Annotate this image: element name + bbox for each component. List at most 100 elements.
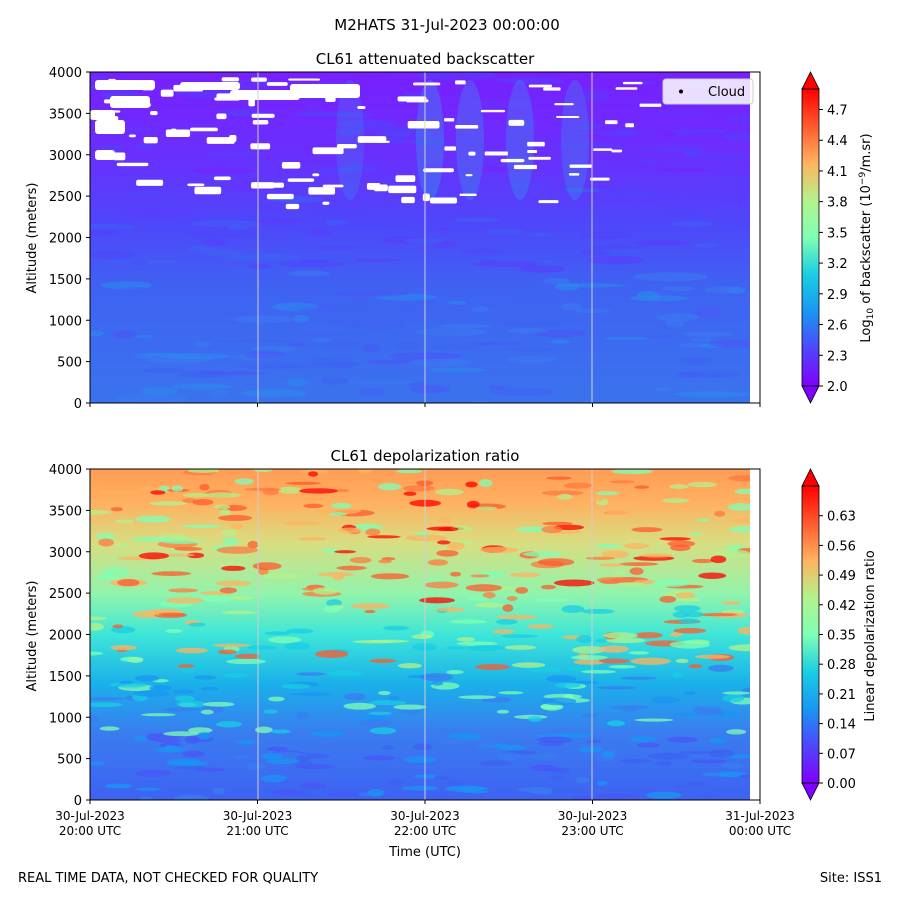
gap-cell xyxy=(625,123,635,128)
gap-cell xyxy=(116,162,149,167)
depolarization-cell xyxy=(349,557,372,564)
depolarization-cell xyxy=(171,485,184,492)
depolarization-cell xyxy=(133,735,147,741)
depolarization-cell xyxy=(709,737,727,744)
backscatter-cell xyxy=(702,174,750,182)
gap-cell xyxy=(251,77,267,82)
backscatter-cell xyxy=(238,363,314,370)
depolarization-cell xyxy=(204,492,241,498)
depolarization-cell xyxy=(120,656,144,662)
colorbar-extend-min xyxy=(801,385,820,404)
gap-cell xyxy=(230,90,300,100)
gap-cell xyxy=(455,125,479,129)
depolarization-cell xyxy=(260,774,288,783)
depolarization-cell xyxy=(403,491,417,496)
depolarization-cell xyxy=(578,746,604,753)
depolarization-cell xyxy=(662,498,690,504)
backscatter-cell xyxy=(691,371,742,378)
backscatter-cell xyxy=(113,330,138,340)
depolarization-cell xyxy=(344,693,367,701)
depolarization-cell xyxy=(357,719,393,728)
depolarization-cell xyxy=(286,628,314,634)
backscatter-cell xyxy=(305,103,325,113)
depolarization-cell xyxy=(542,521,573,526)
gap-cell xyxy=(221,77,240,82)
depolarization-cell xyxy=(684,611,704,618)
depolarization-cell xyxy=(511,662,546,668)
backscatter-cell xyxy=(310,228,332,237)
gap-cell xyxy=(538,200,559,204)
gap-cell xyxy=(412,82,441,86)
backscatter-cell xyxy=(588,255,645,265)
backscatter-colorbar: 2.0 2.3 2.6 2.9 3.2 3.5 3.8 4.1 4.4 4.7 Log10 of … xyxy=(801,71,876,404)
backscatter-cell xyxy=(328,362,358,368)
depolarization-cell xyxy=(216,546,259,554)
depolarization-cell xyxy=(104,567,128,573)
legend-label: Cloud xyxy=(708,85,745,100)
cb-label-log: Log xyxy=(859,319,874,342)
gap-cell xyxy=(150,110,158,116)
depolarization-cell xyxy=(181,524,222,528)
depolarization-cell xyxy=(90,761,106,766)
depolarization-cell xyxy=(115,542,130,547)
backscatter-y-label: Altitude (meters) xyxy=(25,183,40,294)
depolarization-cell xyxy=(308,471,319,477)
depolarization-cell xyxy=(492,629,515,634)
backscatter-cell xyxy=(350,72,392,78)
depolarization-cell xyxy=(226,658,266,665)
backscatter-cell xyxy=(207,249,243,257)
depolarization-cell xyxy=(255,726,273,734)
depolarization-cell xyxy=(556,493,573,500)
depolarization-cell xyxy=(135,675,160,682)
depolarization-cell xyxy=(655,760,672,766)
depolarization-cell xyxy=(163,745,178,751)
depolarization-cell xyxy=(608,665,636,669)
colorbar-tick-label: 0.14 xyxy=(827,718,856,733)
backscatter-cell xyxy=(103,259,179,264)
depolarization-cell xyxy=(634,485,650,489)
depolarization-cell xyxy=(585,556,616,560)
depolarization-cell xyxy=(268,636,302,644)
gap-cell xyxy=(554,103,574,106)
depolarization-cell xyxy=(672,671,683,678)
depolarization-cell xyxy=(630,657,671,665)
depolarization-cell xyxy=(496,614,537,620)
depolarization-cell xyxy=(596,577,631,583)
backscatter-cell xyxy=(335,290,410,297)
depolarization-cell xyxy=(701,707,722,713)
depolarization-cell xyxy=(435,488,464,496)
backscatter-cell xyxy=(536,259,555,267)
depolarization-cell xyxy=(177,664,195,669)
colorbar-tick-label: 0.49 xyxy=(827,569,856,584)
depolarization-cell xyxy=(468,596,489,601)
backscatter-cell xyxy=(493,322,568,326)
depolarization-cell xyxy=(247,645,277,650)
x-tick-time: 00:00 UTC xyxy=(729,824,791,838)
gap-cell xyxy=(95,120,125,134)
y-tick-label: 3000 xyxy=(49,546,82,561)
x-tick-date: 31-Jul-2023 xyxy=(725,809,795,823)
gap-cell xyxy=(527,149,538,153)
depolarization-cell xyxy=(368,639,410,643)
backscatter-cell xyxy=(316,340,361,348)
depolarization-cell xyxy=(636,742,660,748)
depolarization-y-label: Altitude (meters) xyxy=(25,581,40,692)
depolarization-cell xyxy=(281,683,311,689)
depolarization-cell xyxy=(173,794,208,800)
depolarization-cell xyxy=(629,567,644,575)
backscatter-cell xyxy=(488,385,507,390)
gap-cell xyxy=(593,148,613,151)
gap-cell xyxy=(281,161,301,169)
colorbar-extend-max xyxy=(801,71,820,90)
depolarization-cell xyxy=(433,775,450,780)
x-tick-time: 22:00 UTC xyxy=(394,824,456,838)
depolarization-cell xyxy=(516,786,553,792)
depolarization-cell xyxy=(221,529,238,537)
backscatter-cell xyxy=(311,337,333,343)
backscatter-cell xyxy=(141,368,185,373)
depolarization-cell xyxy=(336,565,367,571)
y-tick-label: 0 xyxy=(74,397,82,412)
figure-title: M2HATS 31-Jul-2023 00:00:00 xyxy=(334,16,559,34)
depolarization-cell xyxy=(546,476,572,480)
backscatter-cell xyxy=(394,307,422,315)
